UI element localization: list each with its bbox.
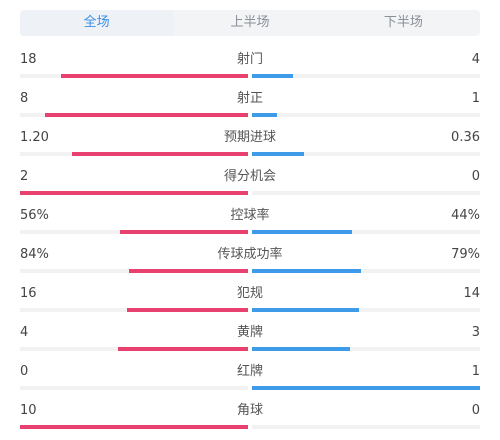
home-value: 1.20 <box>20 130 49 145</box>
home-value: 4 <box>20 325 29 340</box>
away-bar-track <box>252 386 480 390</box>
away-bar-track <box>252 152 480 156</box>
home-bar-track <box>20 269 248 273</box>
stat-label: 角球 <box>236 403 263 418</box>
home-bar <box>20 191 248 195</box>
stat-row: 4 黄牌 3 <box>0 325 500 355</box>
stat-row: 18 射门 4 <box>0 52 500 82</box>
stat-label: 红牌 <box>236 364 263 379</box>
stat-label: 控球率 <box>230 208 270 223</box>
home-value: 16 <box>20 286 37 301</box>
home-bar-track <box>20 230 248 234</box>
away-value: 0.36 <box>451 130 480 145</box>
away-bar <box>252 386 480 390</box>
away-value: 3 <box>471 325 480 340</box>
away-bar-track <box>252 425 480 429</box>
away-bar-track <box>252 113 480 117</box>
stat-label: 传球成功率 <box>217 247 283 262</box>
away-bar-track <box>252 308 480 312</box>
home-bar-track <box>20 74 248 78</box>
away-bar <box>252 113 278 117</box>
stat-row: 8 射正 1 <box>0 91 500 121</box>
away-value: 44% <box>451 208 480 223</box>
away-value: 1 <box>471 91 480 106</box>
away-bar <box>252 152 305 156</box>
home-bar <box>120 230 248 234</box>
home-bar <box>72 152 248 156</box>
stat-row: 0 红牌 1 <box>0 364 500 394</box>
stat-label: 犯规 <box>236 286 263 301</box>
stat-label: 射门 <box>236 52 263 67</box>
away-bar <box>252 74 294 78</box>
stat-row: 1.20 预期进球 0.36 <box>0 130 500 160</box>
home-bar-track <box>20 386 248 390</box>
away-value: 4 <box>471 52 480 67</box>
home-bar-track <box>20 113 248 117</box>
tab-first-half[interactable]: 上半场 <box>230 15 270 30</box>
home-bar <box>118 347 248 351</box>
away-bar <box>252 347 351 351</box>
home-value: 84% <box>20 247 49 262</box>
away-value: 79% <box>451 247 480 262</box>
home-value: 56% <box>20 208 49 223</box>
away-bar <box>252 308 360 312</box>
home-value: 0 <box>20 364 29 379</box>
stat-row: 2 得分机会 0 <box>0 169 500 199</box>
away-value: 0 <box>471 403 480 418</box>
tab-second-half[interactable]: 下半场 <box>383 15 423 30</box>
away-value: 14 <box>463 286 480 301</box>
stat-label: 黄牌 <box>236 325 263 340</box>
stat-label: 预期进球 <box>223 130 276 145</box>
stat-label: 射正 <box>236 91 263 106</box>
home-bar <box>129 269 248 273</box>
period-tabs: 全场 上半场 下半场 <box>20 10 480 36</box>
home-bar <box>61 74 248 78</box>
stat-label: 得分机会 <box>223 169 276 184</box>
away-bar <box>252 269 362 273</box>
away-bar-track <box>252 269 480 273</box>
home-bar <box>45 113 248 117</box>
stat-row: 16 犯规 14 <box>0 286 500 316</box>
home-value: 8 <box>20 91 29 106</box>
home-bar-track <box>20 191 248 195</box>
home-bar <box>20 425 248 429</box>
home-bar-track <box>20 425 248 429</box>
away-bar-track <box>252 230 480 234</box>
stat-row: 56% 控球率 44% <box>0 208 500 238</box>
home-bar <box>127 308 248 312</box>
away-bar-track <box>252 191 480 195</box>
away-value: 0 <box>471 169 480 184</box>
stat-row: 10 角球 0 <box>0 403 500 433</box>
stat-row: 84% 传球成功率 79% <box>0 247 500 277</box>
home-bar-track <box>20 308 248 312</box>
home-bar-track <box>20 347 248 351</box>
away-bar-track <box>252 74 480 78</box>
home-bar-track <box>20 152 248 156</box>
away-bar <box>252 230 353 234</box>
home-value: 10 <box>20 403 37 418</box>
home-value: 2 <box>20 169 29 184</box>
home-value: 18 <box>20 52 37 67</box>
away-value: 1 <box>471 364 480 379</box>
away-bar-track <box>252 347 480 351</box>
tab-full-match[interactable]: 全场 <box>20 10 174 36</box>
